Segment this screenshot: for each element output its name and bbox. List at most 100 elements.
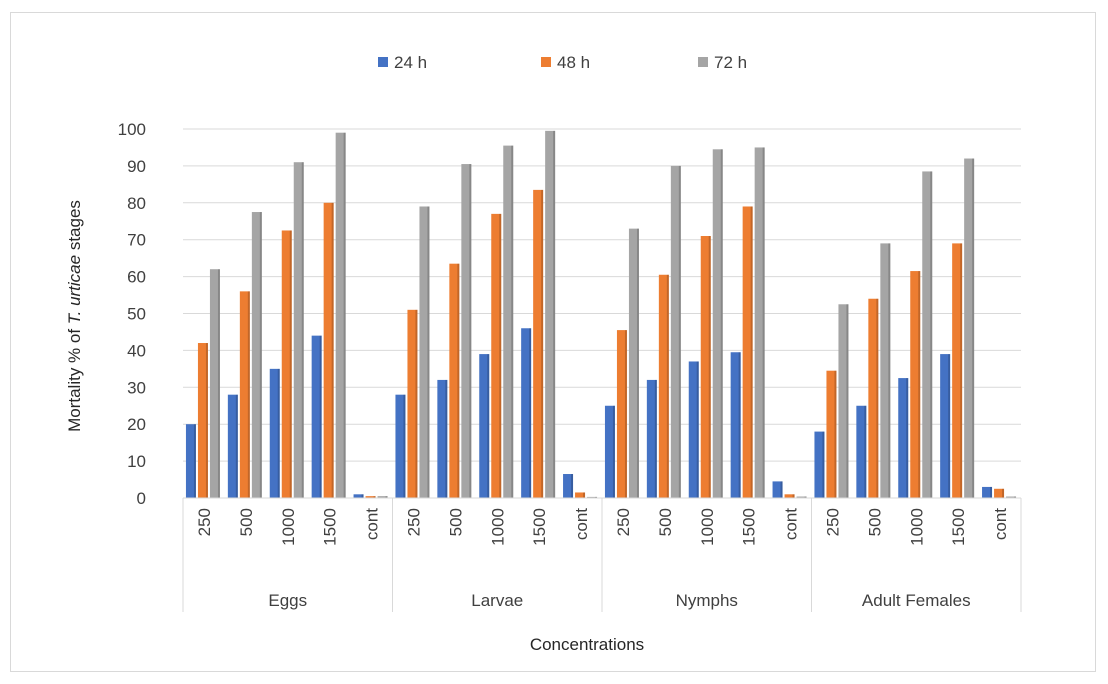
bar-48h-10 — [616, 330, 627, 498]
bar-shade — [457, 263, 460, 498]
bar-shade — [678, 165, 681, 498]
bar-shade — [541, 189, 544, 498]
x-tick-label: 1500 — [949, 508, 968, 546]
bar-shade — [499, 213, 502, 498]
y-tick-label: 0 — [137, 489, 146, 508]
bar-48h-17 — [910, 271, 921, 498]
bar-72h-15 — [838, 304, 849, 498]
legend-label: 24 h — [394, 53, 427, 72]
bar-48h-5 — [407, 309, 418, 498]
bar-72h-6 — [461, 164, 472, 498]
bar-shade — [624, 330, 627, 498]
bar-shade — [876, 298, 879, 498]
bar-shade — [918, 271, 921, 498]
bar-shade — [373, 496, 376, 498]
bar-24h-1 — [227, 394, 238, 498]
group-label: Adult Females — [862, 591, 971, 610]
bar-24h-19 — [982, 486, 993, 498]
bar-shade — [960, 243, 963, 498]
bar-shade — [804, 496, 807, 498]
bar-shade — [205, 343, 208, 498]
bar-shade — [636, 228, 639, 498]
bar-shade — [427, 206, 430, 499]
x-tick-label: 1000 — [488, 508, 507, 546]
bar-shade — [990, 486, 993, 498]
bar-shade — [846, 304, 849, 498]
bar-shade — [708, 236, 711, 498]
bar-shade — [888, 243, 891, 498]
x-tick-label: 1500 — [321, 508, 340, 546]
bar-24h-9 — [563, 474, 574, 498]
bar-72h-0 — [209, 269, 220, 498]
bar-shade — [277, 368, 280, 498]
bar-shade — [595, 496, 598, 498]
bar-shade — [654, 379, 657, 498]
bar-shade — [331, 202, 334, 499]
bar-48h-4 — [365, 496, 376, 498]
bar-48h-3 — [323, 202, 334, 499]
bar-shade — [571, 474, 574, 498]
bar-48h-9 — [575, 492, 586, 498]
x-tick-label: 1000 — [279, 508, 298, 546]
bar-shade — [217, 269, 220, 498]
y-tick-label: 10 — [127, 452, 146, 471]
y-axis-title: Mortality % of T. urticae stages — [65, 200, 84, 432]
y-tick-label: 70 — [127, 231, 146, 250]
legend-swatch — [541, 57, 551, 67]
bar-72h-5 — [419, 206, 430, 499]
bar-48h-0 — [197, 343, 208, 498]
bar-48h-7 — [491, 213, 502, 498]
bar-24h-8 — [521, 328, 532, 498]
bar-72h-14 — [796, 496, 807, 498]
bar-shade — [235, 394, 238, 498]
bar-shade — [511, 145, 514, 499]
bar-shade — [403, 394, 406, 498]
bar-24h-17 — [898, 378, 909, 498]
x-tick-label: 500 — [237, 508, 256, 536]
bar-24h-16 — [856, 405, 867, 498]
bar-shade — [780, 481, 783, 498]
x-tick-label: 250 — [614, 508, 633, 536]
bar-72h-17 — [922, 171, 933, 498]
group-label: Larvae — [471, 591, 523, 610]
y-axis-ticks: 0 10 20 30 40 50 60 70 80 90 100 — [118, 120, 146, 508]
bar-shade — [864, 405, 867, 498]
bar-shade — [553, 130, 556, 498]
bar-24h-3 — [311, 335, 322, 498]
group-label: Nymphs — [676, 591, 738, 610]
legend-label: 72 h — [714, 53, 747, 72]
bar-shade — [720, 149, 723, 499]
bar-shade — [193, 424, 196, 498]
legend-swatch — [698, 57, 708, 67]
bar-24h-11 — [646, 379, 657, 498]
bar-shade — [385, 496, 388, 498]
bar-shade — [289, 230, 292, 498]
bar-shade — [343, 132, 346, 498]
x-axis-title: Concentrations — [530, 635, 644, 654]
bar-24h-4 — [353, 494, 364, 498]
x-tick-label: 1000 — [698, 508, 717, 546]
bar-72h-13 — [754, 147, 765, 498]
group-label: Eggs — [268, 591, 307, 610]
bar-24h-7 — [479, 354, 490, 498]
bar-48h-14 — [784, 494, 795, 498]
bar-shade — [1014, 496, 1017, 498]
x-tick-label: 1500 — [530, 508, 549, 546]
bar-shade — [415, 309, 418, 498]
bar-shade — [361, 494, 364, 498]
y-tick-label: 20 — [127, 415, 146, 434]
bar-24h-13 — [730, 352, 741, 498]
bar-72h-19 — [1006, 496, 1017, 498]
bar-shade — [972, 158, 975, 498]
x-axis: 250 500 1000 1500 cont Eggs 250 500 1000 1500 cont… — [182, 497, 1022, 612]
bar-24h-6 — [437, 379, 448, 498]
bar-72h-1 — [251, 212, 262, 498]
bar-72h-3 — [335, 132, 346, 498]
bar-24h-18 — [940, 354, 951, 498]
x-tick-label: 1000 — [907, 508, 926, 546]
x-tick-label: cont — [363, 508, 382, 540]
bar-shade — [822, 431, 825, 498]
bar-shade — [948, 354, 951, 498]
bar-shade — [445, 379, 448, 498]
bar-shade — [906, 378, 909, 498]
